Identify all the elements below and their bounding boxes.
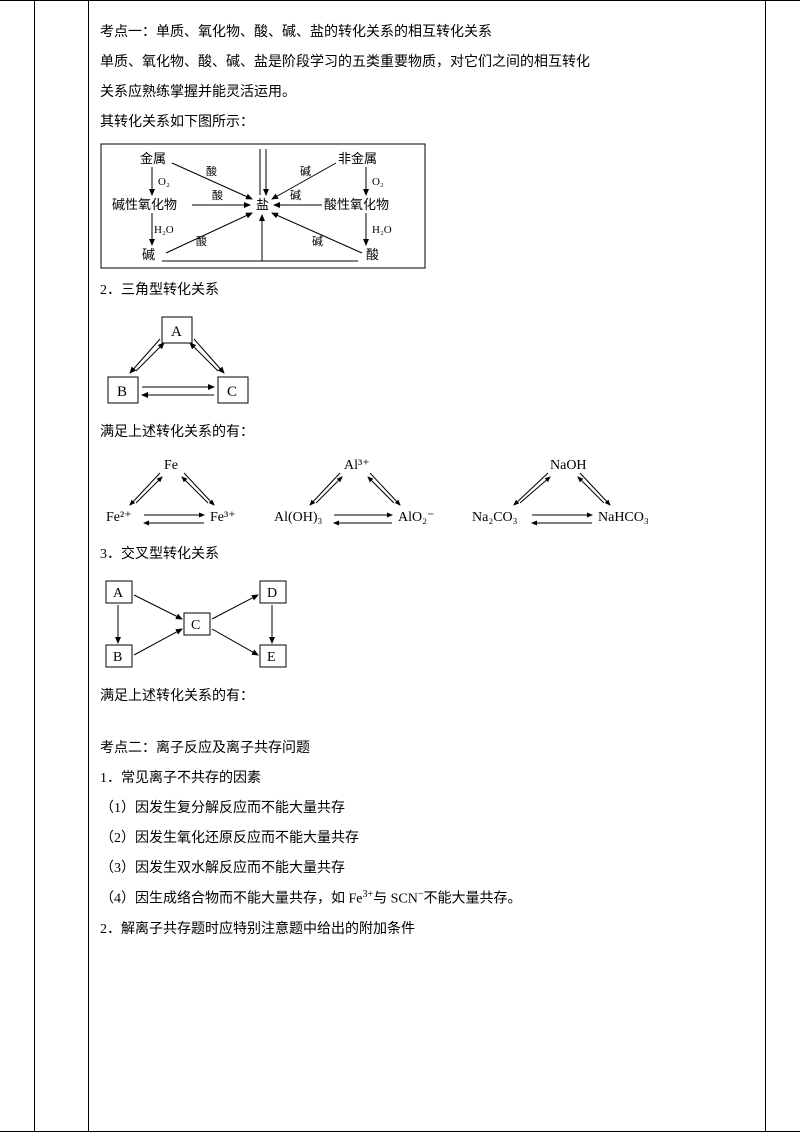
lbl-acidoxide: 酸性氧化物 — [324, 197, 389, 212]
tri-B: B — [117, 384, 127, 400]
lbl-acid: 酸 — [366, 247, 379, 262]
ex1-top: Fe — [164, 458, 178, 473]
s1d-part1: （4）因生成络合物而不能大量共存，如 Fe — [100, 892, 363, 907]
lbl-baseL2: 碱 — [290, 189, 301, 202]
ex3-top: NaOH — [550, 458, 587, 473]
diagram-examples: Fe Fe²⁺ Fe³⁺ Al³⁺ Al(OH)₃ AlO₂⁻ — [100, 453, 754, 533]
ex2-bl: Al(OH)₃ — [274, 510, 323, 525]
lbl-o2b: O₂ — [372, 176, 384, 188]
lbl-o2a: O₂ — [158, 176, 170, 188]
heading-cross: 3．交叉型转化关系 — [100, 541, 754, 569]
fe-charge: 3+ — [363, 889, 374, 900]
lbl-baseL1: 碱 — [300, 165, 311, 178]
lbl-h2ob: H₂O — [372, 224, 392, 236]
rule-left — [34, 1, 35, 1131]
s1d-part3: 不能大量共存。 — [424, 892, 522, 907]
lbl-baseL3: 碱 — [312, 235, 323, 248]
lbl-salt: 盐 — [256, 197, 269, 212]
para-satisfy-1: 满足上述转化关系的有： — [100, 419, 754, 447]
ex3-bl: Na₂CO₃ — [472, 510, 518, 525]
kp2-title: 考点二：离子反应及离子共存问题 — [100, 735, 754, 763]
lbl-acidL1: 酸 — [206, 164, 217, 178]
lbl-basicoxide: 碱性氧化物 — [112, 197, 177, 212]
ex3-br: NaHCO₃ — [598, 510, 649, 525]
tri-C: C — [227, 384, 237, 400]
ex1-bl: Fe²⁺ — [106, 510, 132, 525]
lbl-nonmetal: 非金属 — [338, 151, 377, 166]
para-satisfy-2: 满足上述转化关系的有： — [100, 683, 754, 711]
kp2-s1: 1．常见离子不共存的因素 — [100, 765, 754, 793]
cross-C: C — [191, 618, 200, 633]
heading-triangle: 2．三角型转化关系 — [100, 277, 754, 305]
tri-A: A — [171, 324, 182, 340]
cross-A: A — [113, 586, 124, 601]
kp2-s1c: （3）因发生双水解反应而不能大量共存 — [100, 855, 754, 883]
kp1-line1: 单质、氧化物、酸、碱、盐是阶段学习的五类重要物质，对它们之间的相互转化 — [100, 49, 754, 77]
kp2-s1d: （4）因生成络合物而不能大量共存，如 Fe3+与 SCN−不能大量共存。 — [100, 885, 754, 914]
diagram-triangle: A B C — [100, 311, 754, 411]
kp2-s1a: （1）因发生复分解反应而不能大量共存 — [100, 795, 754, 823]
rule-mid — [88, 1, 89, 1131]
rule-right — [765, 1, 766, 1131]
kp1-title: 考点一：单质、氧化物、酸、碱、盐的转化关系的相互转化关系 — [100, 19, 754, 47]
kp1-line2: 关系应熟练掌握并能灵活运用。 — [100, 79, 754, 107]
s1d-part2: 与 SCN — [373, 892, 418, 907]
page-frame: 考点一：单质、氧化物、酸、碱、盐的转化关系的相互转化关系 单质、氧化物、酸、碱、… — [0, 0, 800, 1132]
ex2-top: Al³⁺ — [344, 458, 370, 473]
cross-B: B — [113, 650, 122, 665]
lbl-metal: 金属 — [140, 151, 166, 166]
ex1-br: Fe³⁺ — [210, 510, 236, 525]
lbl-acidL3: 酸 — [196, 234, 207, 248]
cross-E: E — [267, 650, 276, 665]
cross-D: D — [267, 586, 277, 601]
ex2-br: AlO₂⁻ — [398, 510, 434, 525]
spacer — [100, 713, 754, 735]
kp2-s1b: （2）因发生氧化还原反应而不能大量共存 — [100, 825, 754, 853]
content-column: 考点一：单质、氧化物、酸、碱、盐的转化关系的相互转化关系 单质、氧化物、酸、碱、… — [100, 1, 754, 944]
kp1-line3: 其转化关系如下图所示： — [100, 109, 754, 137]
lbl-base: 碱 — [142, 247, 155, 262]
diagram-cross: A B C D E — [100, 575, 754, 675]
diagram-conversion: 金属 非金属 碱性氧化物 酸性氧化物 碱 酸 盐 O₂ H₂O O₂ H₂O 酸 — [100, 143, 754, 269]
kp2-s2: 2．解离子共存题时应特别注意题中给出的附加条件 — [100, 916, 754, 944]
lbl-acidL2: 酸 — [212, 188, 223, 202]
lbl-h2oa: H₂O — [154, 224, 174, 236]
